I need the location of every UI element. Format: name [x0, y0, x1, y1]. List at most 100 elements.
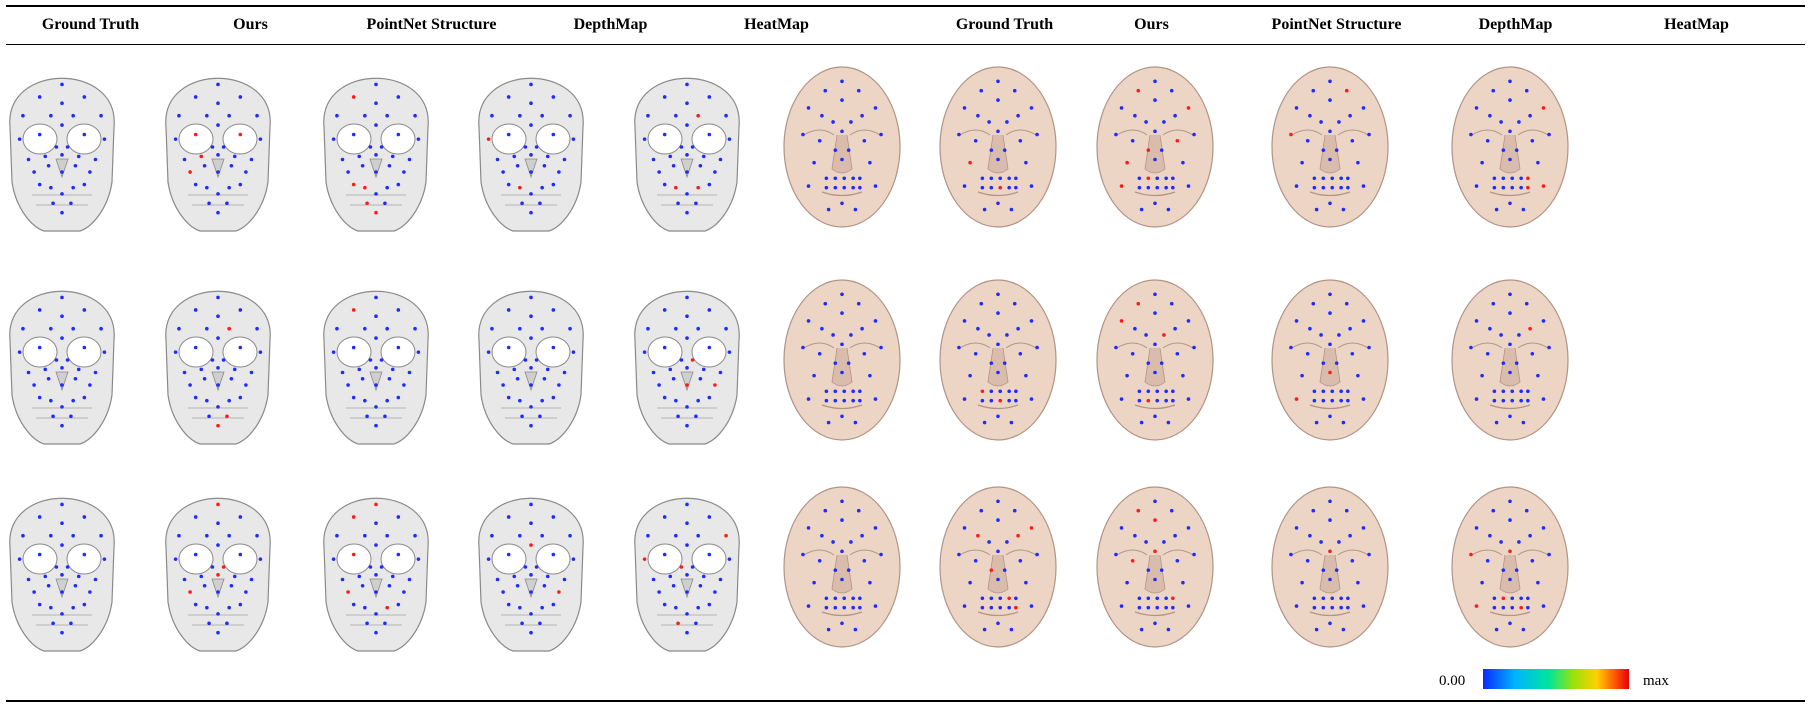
landmark-point — [853, 627, 858, 632]
landmark-point — [817, 138, 822, 143]
landmark-point — [1488, 113, 1492, 118]
landmark-point — [82, 552, 87, 557]
landmark-point — [707, 132, 712, 137]
landmark-point — [1114, 345, 1118, 350]
landmark-point — [1492, 398, 1497, 403]
landmark-point — [529, 82, 533, 87]
landmark-point — [1153, 129, 1157, 134]
landmark-point — [360, 376, 365, 381]
landmark-point — [1173, 326, 1177, 331]
landmark-point — [674, 185, 678, 190]
landmark-point — [1501, 176, 1506, 181]
landmark-point — [989, 185, 994, 190]
landmark-point — [1328, 79, 1332, 84]
landmark-point — [1494, 627, 1499, 632]
landmark-point — [651, 577, 656, 582]
landmark-point — [374, 573, 378, 577]
landmark-point — [824, 389, 829, 394]
landmark-point — [833, 605, 838, 610]
landmark-point — [374, 170, 378, 174]
landmark-point — [562, 577, 567, 582]
landmark-point — [207, 201, 211, 206]
landmark-point — [1321, 176, 1326, 181]
landmark-point — [696, 113, 700, 118]
landmark-point — [842, 176, 847, 181]
landmark-point — [540, 185, 544, 190]
landmark-point — [383, 414, 387, 419]
landmark-point — [685, 153, 689, 157]
landmark-point — [685, 101, 689, 106]
landmark-point — [1517, 333, 1521, 337]
landmark-point — [1321, 148, 1326, 152]
landmark-point — [216, 502, 220, 507]
landmark-point — [402, 590, 406, 594]
landmark-point — [60, 630, 64, 635]
landmark-point — [646, 533, 650, 538]
landmark-point — [1508, 577, 1512, 582]
landmark-point — [998, 176, 1003, 181]
landmark-point — [1171, 596, 1175, 601]
landmark-point — [1346, 605, 1350, 610]
landmark-point — [501, 170, 505, 174]
landmark-point — [351, 515, 356, 519]
landmark-point — [817, 351, 822, 356]
landmark-point — [824, 176, 829, 181]
landmark-point — [46, 583, 51, 588]
landmark-point — [73, 163, 78, 168]
landmark-point — [221, 145, 226, 149]
landmark-point — [17, 137, 22, 141]
landmark-point — [216, 573, 220, 577]
landmark-point — [1348, 533, 1352, 538]
landmark-point — [193, 515, 198, 519]
landmark-point — [32, 170, 36, 174]
landmark-point — [205, 326, 209, 331]
landmark-point — [1024, 580, 1028, 585]
landmark-point — [529, 192, 533, 196]
landmark-point — [416, 557, 421, 561]
landmark-point — [515, 583, 520, 588]
landmark-point — [685, 630, 689, 635]
landmark-point — [374, 336, 378, 340]
landmark-point — [363, 113, 367, 118]
landmark-point — [1305, 351, 1310, 356]
header-separator-rule — [6, 44, 1805, 45]
landmark-point — [1162, 120, 1166, 124]
landmark-point — [529, 336, 533, 340]
landmark-point — [1330, 605, 1335, 610]
landmark-point — [227, 326, 231, 331]
landmark-point — [199, 154, 204, 159]
landmark-point — [840, 311, 844, 315]
landmark-point — [545, 367, 550, 372]
landmark-point — [1119, 397, 1124, 401]
landmark-point — [1300, 373, 1304, 378]
landmark-point — [69, 201, 73, 206]
landmark-point — [69, 621, 73, 626]
landmark-point — [1361, 604, 1366, 608]
landmark-point — [360, 163, 365, 168]
landmark-point — [529, 573, 533, 577]
landmark-point — [840, 549, 844, 554]
landmark-point — [37, 602, 42, 607]
landmark-point — [542, 376, 547, 381]
column-header-face-heatmap: HeatMap — [1664, 16, 1729, 33]
landmark-point — [46, 376, 51, 381]
face-panel-row3-depthmap — [1271, 486, 1389, 648]
landmark-point — [82, 182, 87, 187]
landmark-point — [996, 79, 1000, 84]
landmark-point — [998, 185, 1003, 190]
landmark-point — [506, 602, 511, 607]
landmark-point — [1350, 351, 1355, 356]
landmark-point — [707, 602, 712, 607]
landmark-point — [374, 612, 378, 616]
landmark-point — [199, 367, 204, 372]
colorbar-max-label: max — [1643, 673, 1669, 689]
landmark-point — [202, 376, 207, 381]
landmark-point — [216, 314, 220, 319]
landmark-point — [1139, 627, 1144, 632]
landmark-point — [856, 508, 861, 513]
landmark-point — [60, 521, 64, 526]
landmark-point — [396, 182, 401, 187]
landmark-point — [88, 383, 92, 387]
landmark-point — [1186, 319, 1191, 323]
landmark-point — [1294, 184, 1299, 188]
